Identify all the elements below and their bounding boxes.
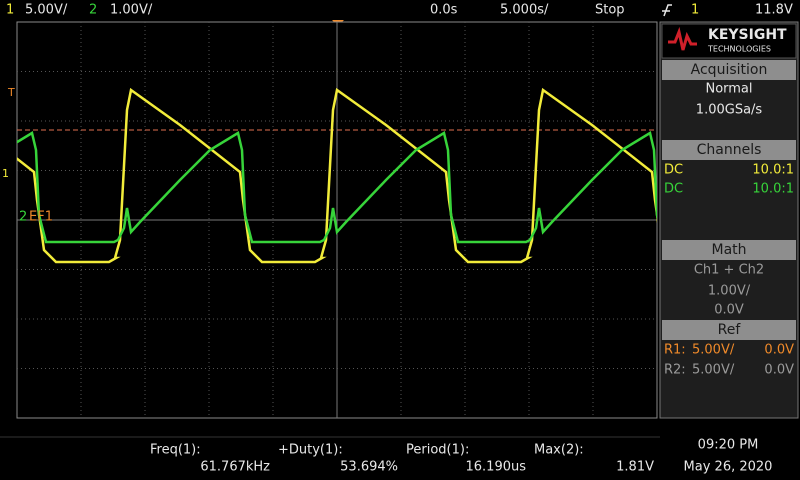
time-scale: 5.000s/ — [500, 3, 549, 18]
math-scale: 1.00V/ — [708, 284, 751, 299]
r1-name: R1: — [664, 343, 686, 358]
trigger-icon — [662, 4, 672, 17]
ch1-marker: 1 — [2, 167, 9, 180]
ch2-probe: 10.0:1 — [752, 182, 794, 197]
grid — [17, 22, 657, 418]
ch2-coupling: DC — [664, 182, 683, 197]
ref-title: Ref — [718, 322, 742, 338]
meas-value: 16.190us — [466, 460, 527, 475]
meas-value: 53.694% — [340, 460, 398, 475]
ch1-label: 1 — [6, 3, 14, 18]
r2-scale: 5.00V/ — [692, 363, 735, 378]
r1-offset: 0.0V — [764, 343, 794, 358]
time-offset: 0.0s — [430, 3, 458, 18]
ch2-marker: 2 — [19, 210, 27, 225]
meas-value: 61.767kHz — [200, 460, 270, 475]
ch1-trace — [17, 87, 657, 264]
ch1-scale: 5.00V/ — [25, 3, 68, 18]
meas-label: Period(1): — [406, 443, 469, 458]
math-function: Ch1 + Ch2 — [694, 263, 764, 278]
ch2-trace — [17, 131, 657, 244]
channels-title: Channels — [697, 142, 762, 158]
channels-header[interactable] — [662, 140, 796, 160]
meas-label: +Duty(1): — [278, 443, 343, 458]
brand-name: KEYSIGHT — [708, 27, 787, 43]
ref-marker: EF1 — [29, 210, 53, 225]
meas-label: Max(2): — [534, 443, 584, 458]
meas-label: Freq(1): — [150, 443, 201, 458]
r2-offset: 0.0V — [764, 363, 794, 378]
acq-header[interactable] — [662, 60, 796, 80]
acq-title: Acquisition — [691, 62, 768, 78]
trigger-channel: 1 — [691, 3, 699, 18]
r1-scale: 5.00V/ — [692, 343, 735, 358]
math-header[interactable] — [662, 240, 796, 260]
acq-rate: 1.00GSa/s — [696, 103, 763, 118]
ch2-label: 2 — [89, 3, 97, 18]
math-title: Math — [711, 242, 746, 258]
measurements: Freq(1): 61.767kHz +Duty(1): 53.694% Period(… — [150, 443, 654, 475]
side-panel — [659, 21, 799, 419]
acq-mode: Normal — [705, 82, 752, 97]
clock-time: 09:20 PM — [698, 438, 759, 453]
traces — [17, 87, 657, 264]
meas-value: 1.81V — [616, 460, 654, 475]
run-state: Stop — [595, 3, 625, 18]
ch1-coupling: DC — [664, 163, 683, 178]
top-bar — [0, 0, 800, 20]
trigger-level: 11.8V — [755, 3, 793, 18]
ref-header[interactable] — [662, 320, 796, 340]
ch1-probe: 10.0:1 — [752, 163, 794, 178]
clock-date: May 26, 2020 — [684, 460, 773, 475]
logo-mark — [668, 26, 697, 51]
brand-sub: TECHNOLOGIES — [707, 45, 771, 54]
trigger-marker: T — [7, 86, 15, 99]
math-offset: 0.0V — [714, 303, 744, 318]
ch2-scale: 1.00V/ — [110, 3, 153, 18]
r2-name: R2: — [664, 363, 686, 378]
